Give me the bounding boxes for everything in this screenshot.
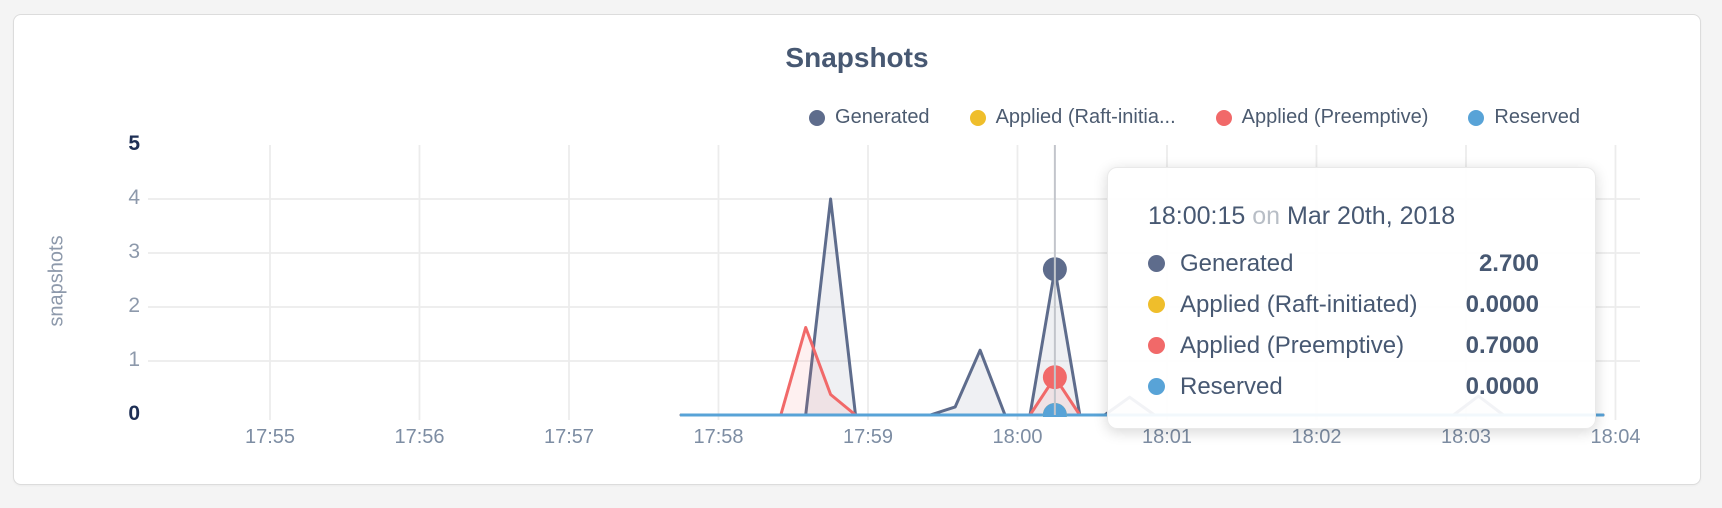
- x-axis-tick-label: 17:56: [394, 426, 445, 448]
- legend-item[interactable]: Generated: [809, 106, 930, 129]
- tooltip-series-label: Applied (Preemptive): [1180, 331, 1405, 359]
- legend-item[interactable]: Applied (Preemptive): [1215, 106, 1429, 129]
- legend-series-label: Applied (Raft-initia...: [995, 106, 1176, 128]
- x-axis-tick-label: 17:58: [693, 426, 744, 448]
- tooltip-row: Reserved 0.0000: [1148, 366, 1539, 407]
- x-axis-tick-label: 17:57: [543, 426, 595, 448]
- legend-series-label: Applied (Preemptive): [1241, 106, 1429, 128]
- x-axis-tick-label: 18:04: [1590, 426, 1641, 448]
- legend-item[interactable]: Applied (Raft-initia...: [969, 106, 1176, 129]
- tooltip-rows: Generated 2.700 Applied (Raft-initiated)…: [1148, 243, 1539, 407]
- tooltip-row: Generated 2.700: [1148, 243, 1539, 284]
- tooltip-series-dot-icon: [1148, 255, 1165, 272]
- y-axis-tick-label: 5: [128, 132, 140, 155]
- tooltip-series-label: Applied (Raft-initiated): [1180, 290, 1418, 318]
- legend-item[interactable]: Reserved: [1468, 106, 1580, 129]
- legend-series-dot-icon: [969, 109, 986, 126]
- y-axis-tick-label: 4: [128, 186, 140, 209]
- x-axis-tick-label: 17:59: [842, 426, 894, 448]
- legend-series-label: Reserved: [1494, 106, 1580, 128]
- tooltip-series-value: 0.0000: [1465, 372, 1539, 400]
- y-axis-tick-label: 2: [128, 294, 140, 317]
- x-axis-tick-label: 18:03: [1440, 426, 1492, 448]
- y-axis-tick-label: 0: [128, 402, 140, 425]
- legend-series-dot-icon: [809, 109, 826, 126]
- x-axis-tick-label: 17:55: [244, 426, 296, 448]
- tooltip-series-label: Generated: [1180, 249, 1294, 277]
- tooltip-on-word: on: [1252, 202, 1281, 230]
- tooltip-series-label: Reserved: [1180, 372, 1283, 400]
- tooltip-time: 18:00:15: [1148, 202, 1246, 230]
- y-axis-title: snapshots: [45, 235, 68, 327]
- chart-title: Snapshots: [785, 42, 929, 73]
- tooltip-series-dot-icon: [1148, 378, 1165, 395]
- y-axis-tick-label: 1: [128, 348, 140, 371]
- tooltip-series-value: 0.7000: [1465, 331, 1539, 359]
- legend-series-dot-icon: [1215, 109, 1232, 126]
- chart-legend: Generated Applied (Raft-initia... Applie…: [809, 106, 1580, 129]
- tooltip-header: 18:00:15 on Mar 20th, 2018: [1148, 202, 1539, 231]
- legend-series-dot-icon: [1468, 109, 1485, 126]
- tooltip-series-dot-icon: [1148, 296, 1165, 313]
- tooltip-series-value: 2.700: [1478, 249, 1539, 277]
- tooltip-series-value: 0.0000: [1465, 290, 1539, 318]
- x-axis-tick-label: 18:00: [992, 426, 1043, 448]
- hover-point-markers: [1042, 257, 1067, 417]
- tooltip-date: Mar 20th, 2018: [1287, 202, 1456, 230]
- x-axis-tick-label: 18:01: [1141, 426, 1193, 448]
- tooltip-row: Applied (Preemptive) 0.7000: [1148, 325, 1539, 366]
- y-axis-tick-label: 3: [128, 240, 140, 263]
- legend-series-label: Generated: [835, 106, 930, 128]
- tooltip-series-dot-icon: [1148, 337, 1165, 354]
- hover-tooltip: 18:00:15 on Mar 20th, 2018 Generated 2.7…: [1107, 167, 1596, 429]
- x-axis-tick-label: 18:02: [1291, 426, 1342, 448]
- tooltip-row: Applied (Raft-initiated) 0.0000: [1148, 284, 1539, 325]
